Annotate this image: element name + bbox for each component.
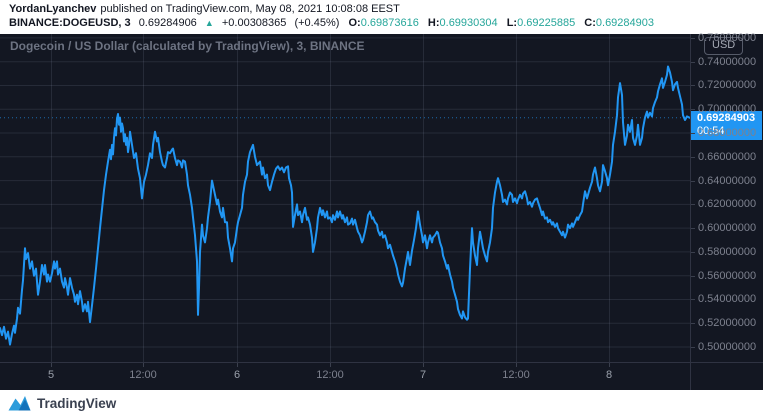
currency-button[interactable]: USD (704, 37, 744, 55)
price-axis[interactable]: USD 0.69284903 00:54 0.76000000 0.7400000… (691, 31, 763, 362)
time-axis[interactable]: 5 12:00 6 12:00 7 12:00 8 (0, 363, 763, 390)
high-label: H: (427, 17, 440, 29)
footer: TradingView (0, 390, 763, 416)
low-value: 0.69225885 (517, 17, 576, 29)
price-axis-tick (691, 299, 695, 300)
price-axis-label: 0.74000000 (698, 55, 757, 68)
time-axis-tick (51, 363, 52, 367)
time-axis-tick (143, 363, 144, 367)
close-value: 0.69284903 (595, 17, 655, 29)
low-label: L: (506, 17, 518, 29)
open-value: 0.69873616 (360, 17, 419, 29)
price-badge: 0.69284903 00:54 (691, 111, 762, 140)
price-axis-tick (691, 347, 695, 348)
price-axis-tick (691, 133, 695, 134)
open-label: O: (348, 17, 361, 29)
time-axis-label: 8 (605, 369, 613, 381)
price-axis-label: 0.66000000 (698, 150, 757, 163)
high-value: 0.69930304 (439, 17, 498, 29)
price-axis-label: 0.52000000 (698, 317, 757, 330)
price-badge-value: 0.69284903 (697, 112, 756, 124)
chart-area: Dogecoin / US Dollar (calculated by Trad… (0, 31, 763, 390)
chart-legend: Dogecoin / US Dollar (calculated by Trad… (10, 39, 365, 53)
price-axis-label: 0.68000000 (698, 127, 757, 140)
price-axis-tick (691, 204, 695, 205)
price-axis-tick (691, 323, 695, 324)
tradingview-logo-icon[interactable] (8, 395, 31, 411)
time-axis-label: 6 (233, 369, 241, 381)
price-axis-label: 0.54000000 (698, 293, 757, 306)
price-axis-separator (690, 34, 691, 390)
time-axis-separator (0, 362, 763, 363)
last-price: 0.69284906 (138, 17, 197, 29)
price-axis-tick (691, 109, 695, 110)
time-axis-label: 12:00 (502, 369, 530, 381)
close-label: C: (584, 17, 596, 29)
time-axis-label: 7 (419, 369, 427, 381)
published-text: published on TradingView.com, May 08, 20… (100, 3, 400, 15)
price-axis-tick (691, 62, 695, 63)
time-axis-tick (237, 363, 238, 367)
price-badge-countdown: 00:54 (697, 125, 725, 137)
price-axis-label: 0.64000000 (698, 174, 757, 187)
price-axis-label: 0.58000000 (698, 245, 757, 258)
price-axis-label: 0.72000000 (698, 79, 757, 92)
time-axis-label: 5 (47, 369, 55, 381)
price-axis-tick (691, 38, 695, 39)
snapshot-header: YordanLyanchev published on TradingView.c… (0, 0, 763, 34)
price-axis-tick (691, 276, 695, 277)
price-axis-label: 0.62000000 (698, 198, 757, 211)
price-axis-label: 0.76000000 (698, 31, 757, 44)
plot-svg[interactable] (0, 34, 690, 362)
footer-brand[interactable]: TradingView (37, 395, 117, 411)
change-percent: (+0.45%) (294, 17, 340, 29)
time-axis-label: 12:00 (316, 369, 344, 381)
price-axis-tick (691, 181, 695, 182)
price-axis-tick (691, 85, 695, 86)
time-axis-tick (330, 363, 331, 367)
price-series-line (0, 65, 690, 346)
time-axis-label: 12:00 (129, 369, 157, 381)
symbol-text: BINANCE:DOGEUSD, 3 (9, 17, 131, 29)
price-axis-tick (691, 252, 695, 253)
time-axis-tick (423, 363, 424, 367)
time-axis-tick (516, 363, 517, 367)
price-axis-label: 0.70000000 (698, 103, 757, 116)
symbol-ohlc-line: BINANCE:DOGEUSD, 3 0.69284906 ▲ +0.00308… (9, 17, 654, 29)
time-axis-tick (609, 363, 610, 367)
author-name: YordanLyanchev (9, 3, 97, 15)
up-arrow-icon: ▲ (204, 18, 214, 28)
price-axis-tick (691, 157, 695, 158)
change-absolute: +0.00308365 (221, 17, 287, 29)
price-axis-tick (691, 228, 695, 229)
price-axis-label: 0.50000000 (698, 341, 757, 354)
published-line: YordanLyanchev published on TradingView.c… (9, 3, 400, 15)
price-axis-label: 0.60000000 (698, 222, 757, 235)
price-axis-label: 0.56000000 (698, 269, 757, 282)
